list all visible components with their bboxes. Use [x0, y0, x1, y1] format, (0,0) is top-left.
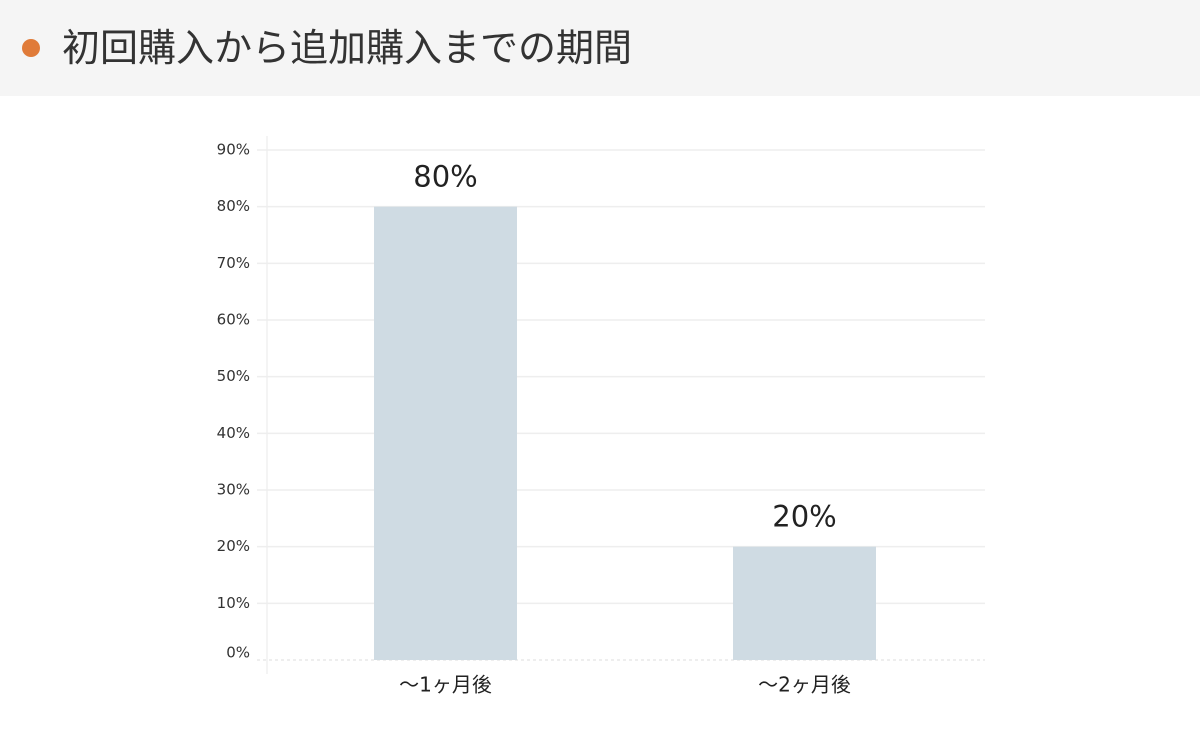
page-title: 初回購入から追加購入までの期間 [62, 26, 633, 70]
bar [733, 546, 876, 660]
y-tick-label: 40% [217, 424, 250, 442]
data-label: 80% [413, 160, 477, 194]
bar [374, 206, 517, 660]
y-tick-label: 0% [226, 644, 250, 662]
bullet-dot-icon [22, 39, 40, 57]
header-bar: 初回購入から追加購入までの期間 [0, 0, 1200, 96]
y-tick-label: 90% [217, 141, 250, 159]
x-tick-label: 〜1ヶ月後 [399, 673, 492, 697]
y-tick-label: 50% [217, 367, 250, 385]
y-tick-label: 70% [217, 254, 250, 272]
chart-area: 0% 10% 20% 30% 40% 50% 60% 70% 80% 90% 80% 〜1ヶ月後 20%… [0, 96, 1200, 726]
y-tick-label: 80% [217, 197, 250, 215]
y-tick-label: 10% [217, 594, 250, 612]
data-label: 20% [772, 500, 836, 534]
y-tick-label: 30% [217, 481, 250, 499]
x-tick-label: 〜2ヶ月後 [758, 673, 851, 697]
y-tick-label: 60% [217, 311, 250, 329]
bar-chart: 0% 10% 20% 30% 40% 50% 60% 70% 80% 90% 80% 〜1ヶ月後 20%… [217, 136, 985, 697]
y-tick-label: 20% [217, 537, 250, 555]
